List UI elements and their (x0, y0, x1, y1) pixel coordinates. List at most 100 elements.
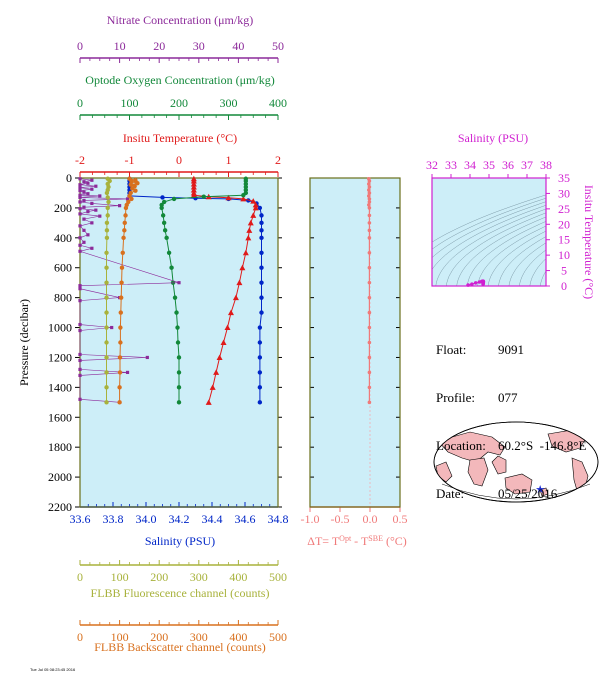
nitrate-point (78, 189, 82, 193)
nitrate-axis-label: Nitrate Concentration (μm/kg) (107, 13, 253, 27)
oxygen-tick-label: 200 (170, 96, 188, 110)
temperature-point (190, 192, 197, 198)
delta-point (367, 228, 372, 233)
pressure-tick-label: 400 (54, 231, 72, 245)
temperature-tick-label: -2 (75, 153, 85, 167)
nitrate-point (177, 281, 181, 285)
salinity-point (257, 340, 263, 345)
isopycnal-line (508, 242, 546, 286)
ts-y-tick-label: 15 (558, 233, 570, 247)
nitrate-point (78, 373, 82, 377)
backscatter-point (119, 280, 124, 285)
date-row: Date: 05/25/2016 (436, 486, 586, 502)
float-value: 9091 (498, 342, 524, 357)
fluorescence-tick-label: 500 (269, 570, 287, 584)
oxygen-point (176, 400, 182, 405)
nitrate-point (78, 183, 82, 187)
nitrate-point (82, 217, 86, 221)
oxygen-point (159, 205, 164, 211)
backscatter-point (123, 205, 129, 211)
isopycnal-line (446, 212, 546, 286)
oxygen-point (171, 196, 177, 202)
fluorescence-point (104, 228, 110, 233)
isopycnal-line (432, 194, 546, 243)
oxygen-tick-label: 400 (269, 96, 287, 110)
fluorescence-point (104, 220, 110, 226)
oxygen-point (169, 265, 174, 270)
nitrate-tick-label: 30 (193, 39, 205, 53)
salinity-point (259, 228, 264, 233)
nitrate-point (78, 358, 82, 363)
delta-line (368, 178, 371, 403)
pressure-tick-label: 0 (66, 171, 72, 185)
fluorescence-point (104, 325, 109, 330)
oxygen-point (175, 340, 181, 345)
nitrate-point (78, 177, 82, 181)
salinity-tick-label: 34.4 (202, 512, 223, 526)
nitrate-point (90, 221, 94, 225)
fluorescence-point (105, 195, 110, 200)
oxygen-point (176, 385, 182, 390)
temperature-point (227, 309, 234, 316)
delta-point (367, 325, 372, 330)
backscatter-tick-label: 400 (229, 630, 247, 644)
pressure-tick-label: 1200 (48, 350, 72, 364)
oxygen-point (176, 370, 182, 375)
delta-x-tick-label: 0.0 (363, 512, 378, 526)
delta-point (367, 340, 372, 345)
isopycnal-line (435, 208, 546, 286)
salinity-point (259, 235, 264, 241)
oxygen-point (164, 235, 169, 241)
oxygen-point (162, 228, 168, 233)
float-location-marker-icon: ★ (535, 483, 545, 496)
delta-point (367, 310, 372, 315)
fluorescence-point (104, 250, 109, 255)
fluorescence-point (104, 385, 109, 390)
pressure-tick-label: 2000 (48, 470, 72, 484)
delta-point (367, 194, 371, 198)
oxygen-tick-label: 100 (121, 96, 139, 110)
delta-point (367, 197, 372, 201)
isopycnal-line (432, 197, 546, 250)
delta-point (367, 188, 371, 192)
nitrate-point (78, 249, 82, 253)
backscatter-point (122, 228, 127, 233)
pressure-tick-label: 1000 (48, 321, 72, 335)
backscatter-point (135, 181, 140, 186)
ts-x-tick-label: 34 (464, 158, 476, 172)
backscatter-point (119, 265, 125, 270)
delta-x-tick-label: -1.0 (301, 512, 320, 526)
delta-point (367, 265, 372, 270)
delta-point (367, 203, 371, 207)
oxygen-point (161, 220, 167, 226)
main-profile-panel: 0200400600800100012001400160018002000220… (17, 13, 289, 654)
oxygen-point (174, 310, 179, 315)
oxygen-point (241, 192, 246, 198)
pressure-tick-label: 1600 (48, 410, 72, 424)
nitrate-point (78, 299, 82, 303)
delta-point (367, 400, 372, 405)
backscatter-point (117, 400, 122, 405)
pressure-axis-label: Pressure (decibar) (17, 299, 31, 386)
oxygen-point (172, 295, 178, 300)
nitrate-point (78, 193, 82, 197)
map-landmass (504, 473, 533, 495)
backscatter-point (122, 220, 127, 226)
nitrate-point (125, 197, 130, 201)
map-landmass (491, 455, 507, 475)
ts-point (470, 282, 474, 286)
pressure-tick-label: 600 (54, 261, 72, 275)
nitrate-point (86, 181, 90, 185)
oxygen-point (201, 194, 206, 199)
temperature-point (225, 194, 232, 201)
temperature-point (236, 279, 243, 286)
nitrate-point (86, 210, 90, 214)
pressure-tick-label: 1800 (48, 440, 72, 454)
nitrate-tick-label: 20 (153, 39, 165, 53)
salinity-point (160, 195, 165, 200)
ts-y-tick-label: 5 (561, 264, 567, 278)
fluorescence-tick-label: 300 (190, 570, 208, 584)
backscatter-point (129, 196, 134, 202)
ts-x-tick-label: 32 (426, 158, 438, 172)
nitrate-point (78, 207, 82, 211)
